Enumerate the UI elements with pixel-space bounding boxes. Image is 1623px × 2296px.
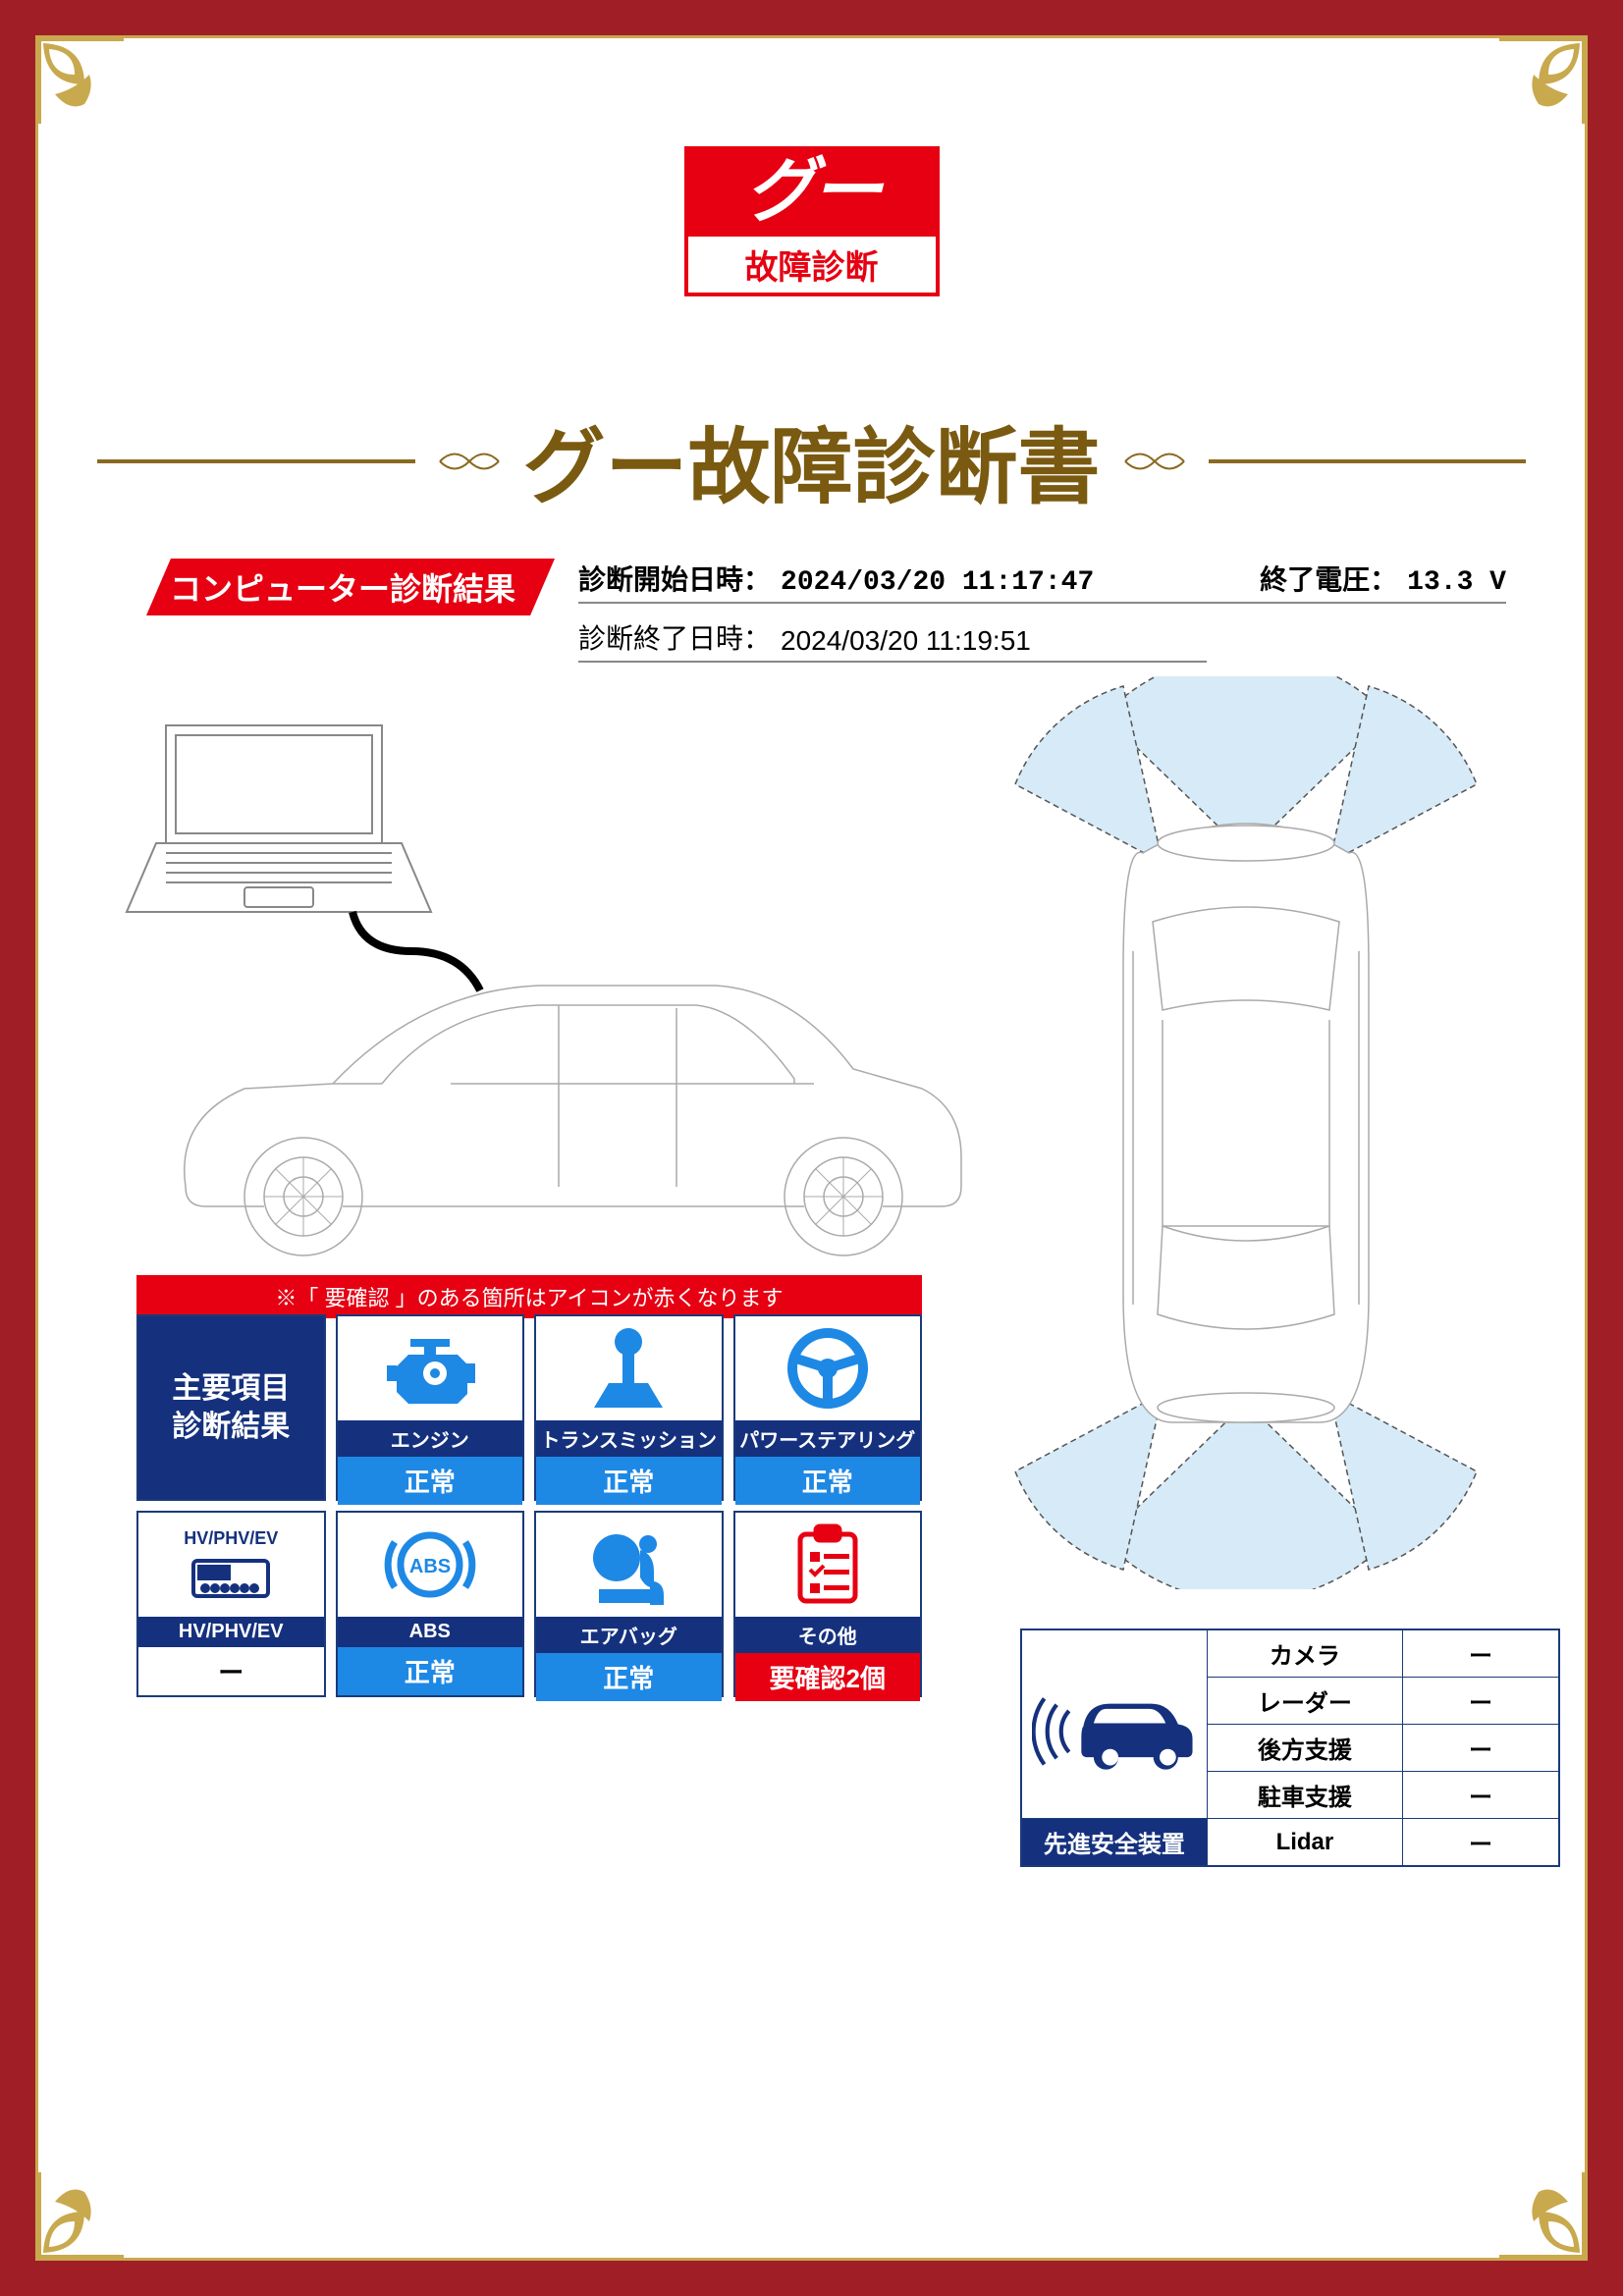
diag-cell-steering: パワーステアリング 正常 xyxy=(733,1314,923,1501)
safety-row-label: レーダー xyxy=(1207,1678,1402,1725)
corner-ornament-tr xyxy=(1499,35,1588,124)
diag-status: 正常 xyxy=(536,1457,722,1505)
safety-car-icon-cell xyxy=(1021,1629,1207,1819)
section-header-row: コンピューター診断結果 診断開始日時： 2024/03/20 11:17:47 … xyxy=(117,559,1506,610)
safety-row-value: ー xyxy=(1403,1725,1559,1772)
diag-cell-abs: ABS ABS 正常 xyxy=(336,1511,525,1697)
start-time-value: 2024/03/20 11:17:47 xyxy=(781,567,1094,598)
diag-status: 正常 xyxy=(536,1653,722,1701)
safety-row-value: ー xyxy=(1403,1629,1559,1678)
diagram-area xyxy=(107,696,1516,1265)
grid-header-cell: 主要項目 診断結果 xyxy=(136,1314,326,1501)
safety-row-label: 後方支援 xyxy=(1207,1725,1402,1772)
laptop-car-diagram xyxy=(107,696,991,1265)
voltage-value: 13.3 V xyxy=(1407,567,1506,598)
diag-status: ー xyxy=(138,1647,324,1695)
title-divider-left xyxy=(97,459,415,463)
safety-row-label: Lidar xyxy=(1207,1819,1402,1867)
diag-status: 正常 xyxy=(338,1457,523,1505)
brand-logo: グー 故障診断 xyxy=(684,146,940,296)
car-top-sensor-diagram xyxy=(976,676,1516,1589)
diag-cell-transmission: トランスミッション 正常 xyxy=(534,1314,724,1501)
diag-cell-other: その他 要確認2個 xyxy=(733,1511,923,1697)
voltage-label: 終了電圧： xyxy=(1260,559,1397,598)
diag-status: 正常 xyxy=(338,1647,523,1695)
airbag-icon xyxy=(536,1513,722,1617)
safety-header: 先進安全装置 xyxy=(1021,1819,1207,1867)
note-bar: ※「 要確認 」のある箇所はアイコンが赤くなります xyxy=(136,1275,922,1318)
flourish-right-icon xyxy=(1120,442,1189,481)
steering-icon xyxy=(735,1316,921,1420)
meta-line-2: 診断終了日時： 2024/03/20 11:19:51 xyxy=(578,617,1207,663)
transmission-icon xyxy=(536,1316,722,1420)
end-time-value: 2024/03/20 11:19:51 xyxy=(781,625,1031,657)
brand-logo-subtitle: 故障診断 xyxy=(684,233,940,296)
corner-ornament-tl xyxy=(35,35,124,124)
safety-row-value: ー xyxy=(1403,1772,1559,1819)
safety-row-value: ー xyxy=(1403,1678,1559,1725)
diag-status: 要確認2個 xyxy=(735,1653,921,1701)
diag-name: エアバッグ xyxy=(536,1617,722,1653)
document-title: グー故障診断書 xyxy=(523,401,1101,520)
diag-cell-engine: エンジン 正常 xyxy=(336,1314,525,1501)
diag-name: HV/PHV/EV xyxy=(138,1617,324,1647)
section-header-tab: コンピューター診断結果 xyxy=(146,559,555,615)
diag-name: パワーステアリング xyxy=(735,1420,921,1457)
safety-row-label: 駐車支援 xyxy=(1207,1772,1402,1819)
safety-row-label: カメラ xyxy=(1207,1629,1402,1678)
corner-ornament-bl xyxy=(35,2172,124,2261)
diag-cell-airbag: エアバッグ 正常 xyxy=(534,1511,724,1697)
start-time-label: 診断開始日時： xyxy=(578,559,771,598)
meta-line-1: 診断開始日時： 2024/03/20 11:17:47 終了電圧： 13.3 V xyxy=(578,559,1506,604)
flourish-left-icon xyxy=(435,442,504,481)
diag-cell-hvev: HV/PHV/EV HV/PHV/EV ー xyxy=(136,1511,326,1697)
safety-row-value: ー xyxy=(1403,1819,1559,1867)
engine-icon xyxy=(338,1316,523,1420)
svg-text:ABS: ABS xyxy=(409,1556,451,1577)
diagnostics-grid: 主要項目 診断結果 エンジン 正常 トランスミッション 正常 パワーステアリング… xyxy=(136,1314,922,1697)
diag-name: ABS xyxy=(338,1617,523,1647)
grid-header-text: 主要項目 診断結果 xyxy=(172,1369,290,1446)
abs-icon: ABS xyxy=(338,1513,523,1617)
diag-status: 正常 xyxy=(735,1457,921,1505)
diag-name: トランスミッション xyxy=(536,1420,722,1457)
corner-ornament-br xyxy=(1499,2172,1588,2261)
title-divider-right xyxy=(1209,459,1527,463)
document-title-row: グー故障診断書 xyxy=(97,401,1526,520)
diag-name: その他 xyxy=(735,1617,921,1653)
certificate-frame: グー 故障診断 グー故障診断書 コンピューター診断結果 診断開始日時： 2024… xyxy=(35,35,1588,2261)
hvev-icon: HV/PHV/EV xyxy=(138,1513,324,1617)
safety-equipment-table: カメラ ー レーダー ー 後方支援 ー 駐車支援 ー 先進安全装置 Lidar … xyxy=(1020,1629,1560,1867)
clipboard-icon xyxy=(735,1513,921,1617)
brand-logo-text: グー xyxy=(684,146,940,233)
end-time-label: 診断終了日時： xyxy=(578,617,771,657)
diag-name: エンジン xyxy=(338,1420,523,1457)
car-sensor-icon xyxy=(1032,1670,1197,1773)
